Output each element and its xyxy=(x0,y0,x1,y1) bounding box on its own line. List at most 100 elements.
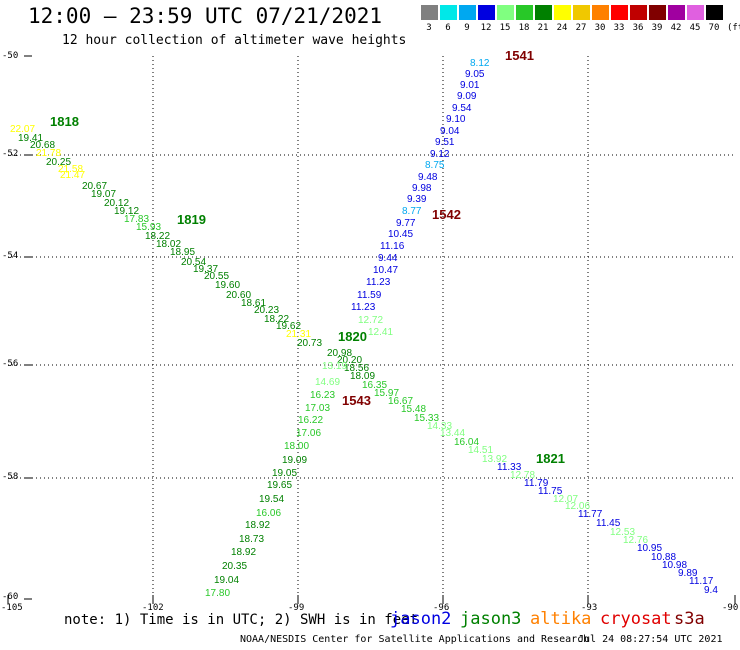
wave-height-labels: 8.129.059.019.099.549.109.049.519.128.75… xyxy=(10,58,718,599)
wave-height-label: 12.07 xyxy=(553,494,578,505)
legend-label: 6 xyxy=(445,23,451,33)
legend-swatch xyxy=(554,5,571,20)
wave-height-label: 20.67 xyxy=(82,181,107,192)
wave-height-label: 11.17 xyxy=(689,576,714,587)
wave-height-label: 9.98 xyxy=(412,183,432,194)
legend-label: 24 xyxy=(556,23,568,33)
lon-label-105: -105 xyxy=(1,603,23,613)
legend-swatch xyxy=(706,5,723,20)
wave-height-label: 18.95 xyxy=(170,247,195,258)
lat-label-58: -58 xyxy=(2,472,19,482)
wave-height-label: 10.98 xyxy=(662,560,687,571)
legend-swatch xyxy=(440,5,457,20)
wave-height-label: 12.41 xyxy=(368,327,393,338)
wave-height-label: 9.48 xyxy=(418,172,438,183)
wave-height-label: 16.04 xyxy=(454,437,479,448)
wave-height-label: 10.45 xyxy=(388,229,413,240)
wave-height-label: 11.16 xyxy=(380,241,405,252)
legend-swatch xyxy=(459,5,476,20)
wave-height-label: 19.12 xyxy=(114,206,139,217)
wave-height-label: 19.05 xyxy=(272,468,297,479)
legend-label: 15 xyxy=(499,23,511,33)
wave-height-label: 17.03 xyxy=(305,403,330,414)
legend-swatch xyxy=(668,5,685,20)
wave-height-label: 20.55 xyxy=(204,271,229,282)
wave-height-label: 22.07 xyxy=(10,124,35,135)
sat-cryosat: cryosat xyxy=(600,609,672,629)
wave-height-label: 13.92 xyxy=(482,454,507,465)
wave-height-label: 21.47 xyxy=(60,170,85,181)
wave-height-label: 11.75 xyxy=(538,486,563,497)
lon-label-99: -99 xyxy=(288,603,305,613)
wave-height-label: 8.12 xyxy=(470,58,490,69)
sat-jason3: jason3 xyxy=(460,609,522,629)
wave-height-label: 20.73 xyxy=(297,338,322,349)
wave-height-label: 9.44 xyxy=(378,253,398,264)
pass-time-label: 1541 xyxy=(505,48,534,63)
wave-height-label: 19.54 xyxy=(259,494,284,505)
wave-height-label: 12.78 xyxy=(510,470,535,481)
wave-height-label: 16.23 xyxy=(310,390,335,401)
wave-height-label: 15.48 xyxy=(401,404,426,415)
lat-label-52: -52 xyxy=(2,149,19,159)
wave-height-label: 18.61 xyxy=(241,298,266,309)
page-subtitle: 12 hour collection of altimeter wave hei… xyxy=(62,33,407,48)
legend-label: 42 xyxy=(670,23,682,33)
pass-time-labels: 1541 1542 1543 1818 1819 1820 1821 xyxy=(50,48,565,466)
legend-label: 39 xyxy=(651,23,663,33)
wave-height-label: 20.60 xyxy=(226,290,251,301)
wave-height-label: 11.59 xyxy=(357,290,382,301)
wave-height-label: 18.02 xyxy=(156,239,181,250)
wave-height-label: 18.22 xyxy=(145,231,170,242)
pass-time-label: 1818 xyxy=(50,114,79,129)
wave-height-label: 17.83 xyxy=(124,214,149,225)
legend-label: 70 xyxy=(708,23,720,33)
wave-height-label: 19.60 xyxy=(215,280,240,291)
wave-height-label: 12.06 xyxy=(565,501,590,512)
lat-label-56: -56 xyxy=(2,359,19,369)
lat-label-60: -60 xyxy=(2,592,19,602)
wave-height-label: 20.68 xyxy=(30,140,55,151)
wave-height-label: 13.44 xyxy=(440,428,465,439)
wave-height-label: 8.77 xyxy=(402,206,422,217)
wave-height-label: 20.20 xyxy=(337,355,362,366)
wave-height-label: 19.65 xyxy=(267,480,292,491)
wave-height-label: 16.67 xyxy=(388,396,413,407)
legend-swatch xyxy=(497,5,514,20)
wave-height-label: 15.97 xyxy=(374,388,399,399)
legend-swatch xyxy=(687,5,704,20)
wave-height-label: 11.77 xyxy=(578,509,603,520)
wave-height-label: 20.54 xyxy=(181,257,206,268)
wave-height-label: 9.01 xyxy=(460,80,480,91)
sat-altika: altika xyxy=(530,609,592,629)
lon-label-93: -93 xyxy=(581,603,598,613)
legend-swatch xyxy=(516,5,533,20)
wave-height-label: 16.22 xyxy=(298,415,323,426)
credit-text: NOAA/NESDIS Center for Satellite Applica… xyxy=(240,634,590,645)
legend-label: 21 xyxy=(537,23,549,33)
generated-timestamp: Jul 24 08:27:54 UTC 2021 xyxy=(578,634,723,645)
wave-height-label: 21.31 xyxy=(286,329,311,340)
legend-label: 45 xyxy=(689,23,701,33)
wave-height-label: 9.10 xyxy=(446,114,466,125)
pass-time-label: 1821 xyxy=(536,451,565,466)
wave-height-label: 8.75 xyxy=(425,160,445,171)
sat-s3a: s3a xyxy=(674,609,705,629)
wave-height-label: 20.12 xyxy=(104,198,129,209)
wave-height-label: 9.39 xyxy=(407,194,427,205)
wave-height-label: 18.56 xyxy=(344,363,369,374)
lon-label-102: -102 xyxy=(142,603,164,613)
wave-height-label: 11.23 xyxy=(351,302,376,313)
pass-time-label: 1543 xyxy=(342,393,371,408)
wave-height-label: 18.09 xyxy=(350,371,375,382)
wave-height-label: 18.92 xyxy=(231,547,256,558)
wave-height-label: 20.25 xyxy=(46,157,71,168)
wave-height-label: 9.51 xyxy=(435,137,455,148)
wave-height-label: 14.69 xyxy=(315,377,340,388)
lat-label-54: -54 xyxy=(2,251,19,261)
map-grid xyxy=(8,56,735,599)
wave-height-label: 9.12 xyxy=(430,149,450,160)
wave-height-label: 19.41 xyxy=(18,133,43,144)
